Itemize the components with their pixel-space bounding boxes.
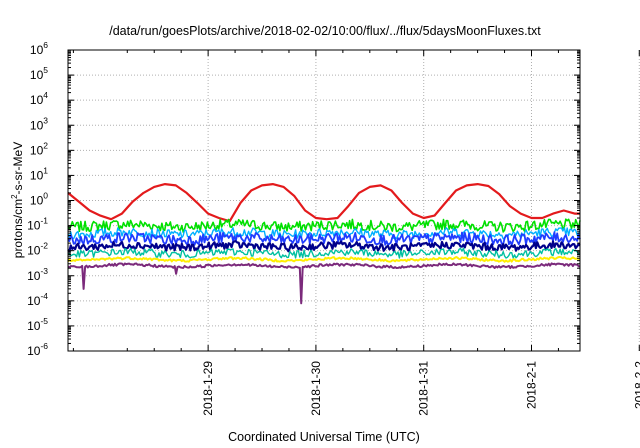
series-line-1 — [67, 183, 580, 223]
x-tick-label: 2018-1-29 — [201, 361, 215, 416]
y-tick-label: 106 — [30, 40, 48, 57]
y-axis-label: protons/cm2-s-sr-MeV — [10, 142, 25, 258]
y-label-superscript: 2 — [10, 194, 19, 199]
y-tick-label: 102 — [30, 140, 48, 157]
x-axis-ticks: 2018-1-29 2018-1-30 2018-1-31 2018-2-1 2018-… — [72, 50, 640, 416]
series-line-4 — [67, 231, 581, 247]
y-tick-label: 10-2 — [27, 241, 48, 258]
y-tick-label: 10-1 — [27, 216, 48, 233]
y-label-part-2: -s-sr-MeV — [11, 142, 25, 195]
y-tick-label: 10-6 — [27, 341, 48, 358]
y-tick-label: 10-5 — [27, 316, 48, 333]
x-axis-label: Coordinated Universal Time (UTC) — [228, 430, 420, 444]
series-line-2 — [67, 218, 581, 233]
y-tick-label: 10-3 — [27, 266, 48, 283]
x-tick-label: 2018-1-30 — [309, 361, 323, 416]
y-tick-label: 101 — [30, 165, 48, 182]
y-axis-ticks: 10-6 10-5 10-4 10-3 10-2 10-1 100 101 102 103 104 1… — [27, 40, 580, 358]
x-tick-label: 2018-2-2 — [632, 361, 640, 409]
series-line-7 — [67, 255, 581, 263]
x-tick-label: 2018-1-31 — [417, 361, 431, 416]
y-tick-label: 103 — [30, 115, 48, 132]
series-line-8 — [67, 262, 581, 305]
y-label-part-1: protons/cm — [11, 199, 25, 258]
y-tick-label: 105 — [30, 65, 48, 82]
chart-title: /data/run/goesPlots/archive/2018-02-02/1… — [109, 24, 541, 38]
series-line-6 — [67, 247, 581, 259]
x-tick-label: 2018-2-1 — [524, 361, 538, 409]
y-tick-label: 10-4 — [27, 291, 48, 308]
series-line-5 — [67, 240, 581, 253]
y-tick-label: 104 — [30, 90, 48, 107]
series-group — [67, 183, 581, 305]
y-tick-label: 100 — [30, 191, 48, 208]
